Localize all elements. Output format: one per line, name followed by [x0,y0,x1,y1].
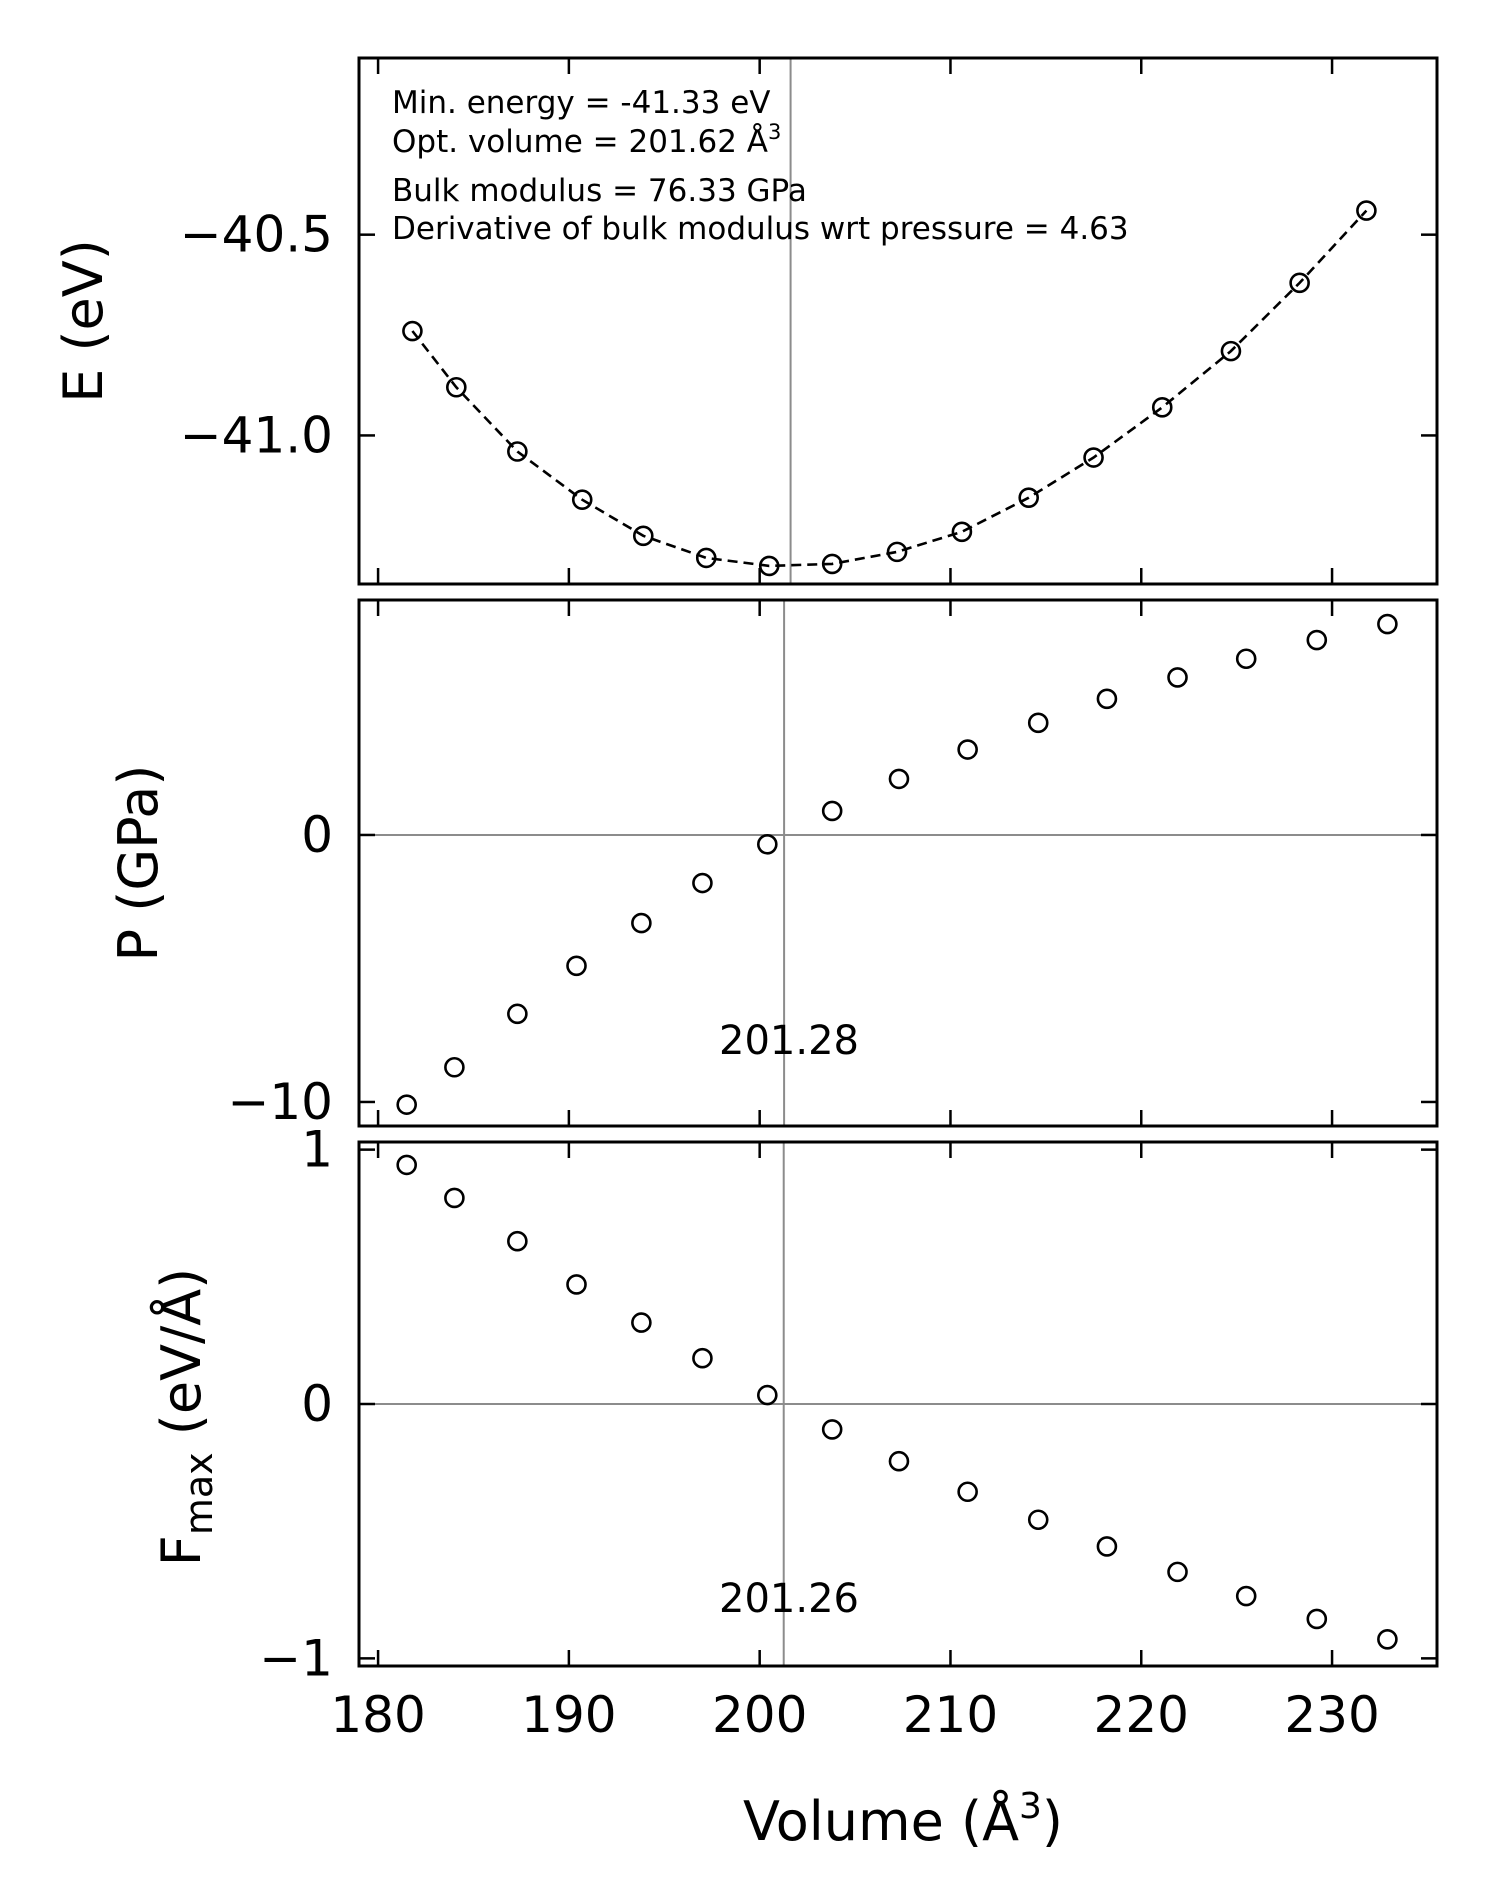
energy-data-point [1083,447,1104,468]
force-data-point [566,1274,587,1295]
pressure-data-point [631,912,652,934]
force-ylabel: Fmax (eV/Å) [149,1268,221,1566]
force-data-point [1027,1509,1049,1531]
force-data-point [1306,1608,1328,1630]
pressure-data-point [1306,629,1328,651]
pressure-axes-frame [357,598,1439,1128]
pressure-data-point [1027,712,1049,734]
pressure-data-point [888,768,910,790]
energy-data-point [886,541,908,563]
energy-data-point [1220,340,1242,362]
pressure-crossing-label: 201.28 [719,1018,859,1064]
pressure-data-point [692,872,713,894]
force-data-point [444,1187,465,1209]
pressure-data-point [957,739,978,760]
energy-data-point [758,555,780,577]
volume-xlabel: Volume (Å3) [743,1786,1063,1853]
volume-xtick-label: 180 [330,1686,425,1744]
force-data-point [1096,1536,1118,1557]
annotation-opt-volume: Opt. volume = 201.62 Å3 [392,120,781,160]
volume-xtick-label: 200 [712,1686,807,1744]
force-data-point [1377,1628,1398,1650]
force-data-point [888,1450,910,1472]
energy-data-point [821,553,843,575]
pressure-data-point [1096,688,1118,710]
energy-fit-curve [411,209,1368,568]
force-ytick-label: −1 [259,1629,333,1687]
annotation-bulk-derivative: Derivative of bulk modulus wrt pressure … [392,211,1129,247]
force-data-point [957,1481,978,1503]
pressure-data-point [1167,667,1188,688]
energy-ytick-label: −41.0 [180,406,333,464]
force-data-point [757,1384,778,1406]
force-data-point [821,1419,843,1440]
force-data-point [396,1154,417,1176]
pressure-data-point [444,1056,465,1078]
energy-data-point [571,489,593,510]
force-data-point [631,1312,652,1333]
pressure-data-point [396,1094,417,1115]
annotation-min-energy: Min. energy = -41.33 eV [392,85,770,121]
energy-data-point [695,547,717,569]
energy-panel: E (eV) Min. energy = -41.33 eV Opt. volu… [52,56,1439,586]
volume-xtick-label: 190 [521,1686,616,1744]
force-ytick-label: 0 [301,1375,333,1433]
energy-ylabel: E (eV) [52,239,115,403]
energy-data-point [446,376,467,398]
pressure-data-point [1235,648,1257,670]
pressure-ytick-label: 0 [301,806,333,864]
pressure-ylabel: P (GPa) [107,765,170,962]
energy-data-point [1356,200,1377,221]
pressure-data-point [821,800,843,822]
energy-data-point [402,320,423,342]
energy-data-point [1289,272,1310,294]
volume-xtick-label: 230 [1284,1686,1379,1744]
energy-data-point [507,441,528,462]
pressure-ytick-label: −10 [227,1073,333,1131]
force-data-point [507,1230,528,1252]
annotation-bulk-modulus: Bulk modulus = 76.33 GPa [392,173,807,209]
force-data-point [1235,1585,1257,1607]
energy-data-point [632,525,654,547]
pressure-data-point [1377,613,1398,635]
volume-xtick-label: 220 [1094,1686,1189,1744]
energy-axes-frame [357,56,1439,586]
pressure-data-point [507,1003,528,1025]
force-data-point [1167,1561,1188,1583]
force-data-point [692,1347,713,1369]
pressure-data-point [757,834,778,855]
pressure-data-point [566,955,587,977]
force-crossing-label: 201.26 [719,1576,859,1622]
energy-data-point [951,521,973,543]
energy-data-point [1018,487,1039,508]
volume-xtick-label: 210 [903,1686,998,1744]
pressure-panel: P (GPa) 201.28 0 −10 [107,598,1439,1131]
energy-data-point [1151,397,1173,418]
force-ytick-label: 1 [301,1121,333,1179]
energy-ytick-label: −40.5 [180,206,333,264]
